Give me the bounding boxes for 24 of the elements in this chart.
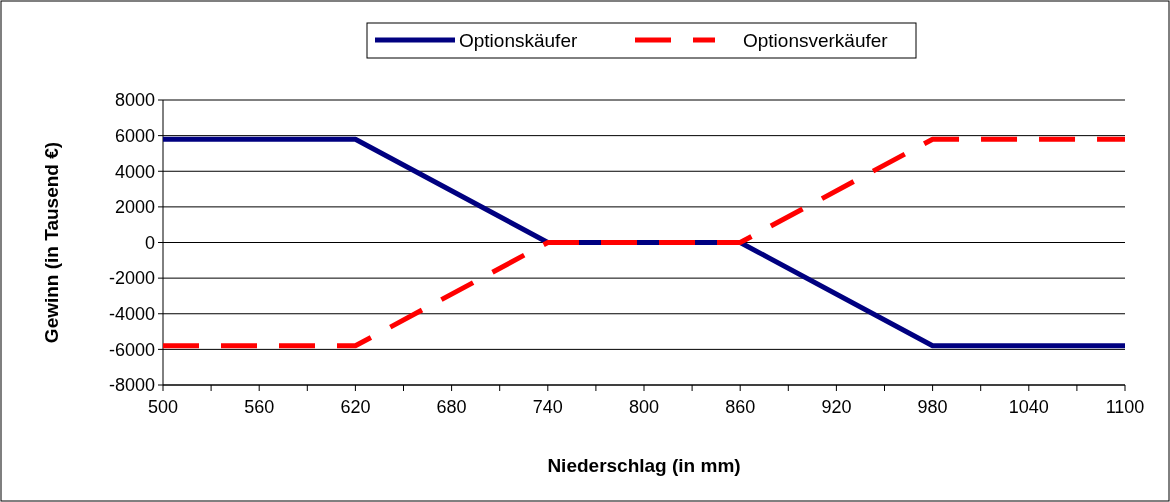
x-axis-title: Niederschlag (in mm) [547, 455, 741, 476]
y-axis-title: Gewinn (in Tausend €) [41, 141, 62, 344]
y-tick-label: -2000 [108, 268, 155, 289]
y-tick-label: 2000 [114, 197, 155, 218]
y-tick-label: 0 [144, 232, 155, 253]
x-tick-label: 620 [340, 397, 371, 417]
y-tick-label: 4000 [114, 161, 155, 182]
y-tick-label: 6000 [114, 125, 155, 146]
y-tick-label: -8000 [108, 375, 155, 396]
legend-label: Optionskäufer [459, 29, 578, 51]
x-tick-label: 1100 [1105, 397, 1145, 417]
x-tick-label: 1040 [1008, 397, 1049, 417]
x-tick-label: 500 [147, 397, 179, 417]
legend-label: Optionsverkäufer [743, 29, 889, 51]
x-tick-label: 920 [821, 397, 852, 417]
x-tick-label: 680 [436, 397, 467, 417]
x-tick-label: 740 [532, 397, 563, 417]
y-tick-label: -6000 [108, 339, 155, 360]
x-tick-label: 800 [628, 397, 660, 417]
x-tick-label: 860 [725, 397, 756, 417]
y-tick-label: 8000 [114, 90, 155, 111]
y-tick-label: -4000 [108, 304, 155, 325]
x-tick-label: 980 [917, 397, 948, 417]
x-tick-label: 560 [244, 397, 275, 417]
